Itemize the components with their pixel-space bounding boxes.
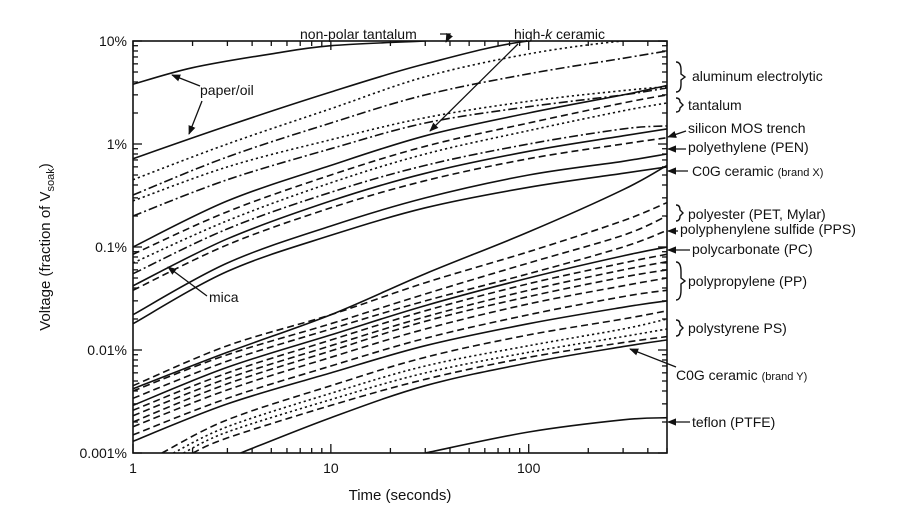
y-axis-title-close: ): [37, 163, 54, 168]
brace-aluminum-electrolytic: [675, 61, 687, 93]
y-tick-label: 0.01%: [87, 342, 127, 358]
label-polyphenylene-sulfide: polyphenylene sulfide (PPS): [680, 221, 856, 237]
y-axis-title-main: Voltage (fraction of V: [37, 192, 54, 331]
series-line-7: [133, 94, 667, 256]
series-line-16: [133, 215, 667, 392]
ticks-group: 1 10 100 10% 1% 0.1% 0.01% 0.001%: [80, 33, 668, 476]
series-line-22: [133, 277, 667, 428]
label-c0g-brand-y: C0G ceramic (brand Y): [676, 367, 807, 383]
series-line-24: [133, 300, 667, 443]
label-c0g-brand-x-small: (brand X): [778, 167, 824, 179]
series-line-15: [133, 201, 667, 387]
annotation-paper-oil: paper/oil: [200, 82, 254, 98]
series-line-12: [133, 153, 667, 316]
label-teflon: teflon (PTFE): [692, 414, 775, 430]
series-line-14: [133, 164, 667, 390]
brace-polyester: [675, 204, 684, 222]
x-tick-label: 1: [129, 460, 137, 476]
series-line-0: [133, 41, 426, 86]
series-line-10: [133, 128, 667, 287]
annotation-mica: mica: [209, 289, 239, 305]
label-polystyrene: polystyrene PS): [688, 320, 787, 336]
series-line-2: [133, 41, 667, 181]
right-labels: aluminum electrolytic tantalum silicon M…: [629, 61, 856, 430]
y-tick-label: 0.001%: [80, 445, 127, 461]
label-polypropylene: polypropylene (PP): [688, 273, 807, 289]
curves-group: [133, 41, 667, 453]
series-line-25: [161, 310, 667, 453]
series-line-1: [133, 41, 667, 160]
label-c0g-brand-y-main: C0G ceramic: [676, 367, 762, 383]
label-c0g-brand-x: C0G ceramic (brand X): [692, 163, 823, 179]
label-polyethylene: polyethylene (PEN): [688, 139, 809, 155]
arrow-non-polar-tantalum: [440, 33, 453, 43]
y-axis-title-subscript: soak: [45, 168, 57, 192]
y-axis-title: Voltage (fraction of Vsoak): [37, 163, 57, 331]
series-line-9: [133, 125, 667, 275]
series-line-20: [133, 260, 667, 417]
arrow-paper-oil-bottom: [188, 100, 203, 135]
annotation-high-k-italic: k: [545, 26, 553, 42]
series-line-29: [240, 339, 667, 453]
annotation-non-polar-tantalum: non-polar tantalum: [300, 26, 417, 42]
series-line-4: [133, 85, 667, 202]
label-tantalum: tantalum: [688, 97, 742, 113]
series-line-23: [133, 289, 667, 436]
brace-polystyrene: [675, 319, 684, 337]
series-line-27: [183, 328, 667, 453]
arrow-c0g-brand-y: [629, 348, 677, 368]
y-tick-label: 10%: [99, 33, 127, 49]
series-line-17: [133, 229, 667, 400]
x-axis-title: Time (seconds): [349, 487, 452, 504]
y-tick-label: 1%: [107, 136, 127, 152]
annotation-high-k-ceramic: high-k ceramic: [514, 26, 605, 42]
x-tick-label: 100: [517, 460, 541, 476]
brace-tantalum: [675, 97, 684, 113]
series-line-5: [133, 87, 667, 217]
arrow-paper-oil-top: [171, 74, 201, 87]
label-c0g-brand-y-small: (brand Y): [762, 371, 808, 383]
annotation-high-k-post: ceramic: [552, 26, 605, 42]
label-polyester: polyester (PET, Mylar): [688, 206, 826, 222]
y-tick-label: 0.1%: [95, 239, 127, 255]
series-line-21: [133, 269, 667, 423]
arrow-mica: [167, 266, 208, 297]
label-polycarbonate: polycarbonate (PC): [692, 241, 813, 257]
series-line-19: [133, 253, 667, 412]
label-silicon-mos-trench: silicon MOS trench: [688, 120, 805, 136]
series-line-18: [133, 246, 667, 407]
series-line-28: [192, 335, 667, 453]
series-line-30: [425, 416, 667, 453]
x-tick-label: 10: [323, 460, 339, 476]
arrow-silicon-mos-trench: [667, 130, 687, 138]
label-aluminum-electrolytic: aluminum electrolytic: [692, 68, 823, 84]
label-c0g-brand-x-main: C0G ceramic: [692, 163, 778, 179]
series-line-8: [133, 102, 667, 264]
series-line-26: [173, 318, 667, 453]
brace-polypropylene: [675, 261, 687, 301]
arrow-high-k-ceramic: [429, 43, 519, 132]
annotation-high-k-pre: high-: [514, 26, 545, 42]
series-line-3: [133, 50, 667, 196]
series-line-13: [133, 166, 667, 325]
series-line-6: [133, 84, 667, 248]
series-line-11: [133, 136, 667, 292]
